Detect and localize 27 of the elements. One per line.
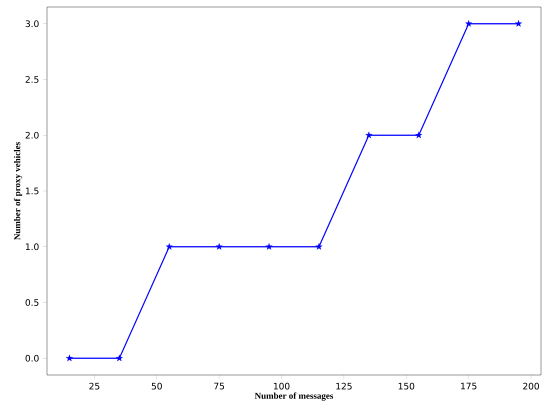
x-tick-label: 25 <box>89 382 100 390</box>
x-tick-label: 75 <box>214 382 224 390</box>
point <box>116 354 123 362</box>
y-tick-label: 1.5 <box>26 188 38 194</box>
x-tick-label: 200 <box>523 382 539 390</box>
point <box>216 243 223 250</box>
point <box>166 243 173 250</box>
point <box>515 20 522 27</box>
x-axis-title: Number of messages <box>254 392 334 401</box>
y-tick-label: 2.0 <box>26 132 39 139</box>
point <box>66 354 73 362</box>
point <box>315 243 322 250</box>
x-tick-label: 175 <box>461 382 476 390</box>
point <box>365 132 372 138</box>
y-tick-label: 0.5 <box>26 299 38 306</box>
point <box>266 243 273 250</box>
x-tick-label: 50 <box>152 382 162 390</box>
y-tick-label: 3.0 <box>26 20 39 28</box>
x-tick-label: 150 <box>398 382 414 390</box>
y-tick-label: 1.0 <box>26 243 39 250</box>
y-tick-label: 0.0 <box>26 354 39 362</box>
x-tick-label: 125 <box>336 382 352 390</box>
point <box>415 132 422 138</box>
y-axis-title: Number of proxy vehicles <box>14 142 22 240</box>
x-tick-label: 100 <box>274 382 290 390</box>
point <box>465 20 472 27</box>
y-tick-label: 2.5 <box>26 76 38 83</box>
